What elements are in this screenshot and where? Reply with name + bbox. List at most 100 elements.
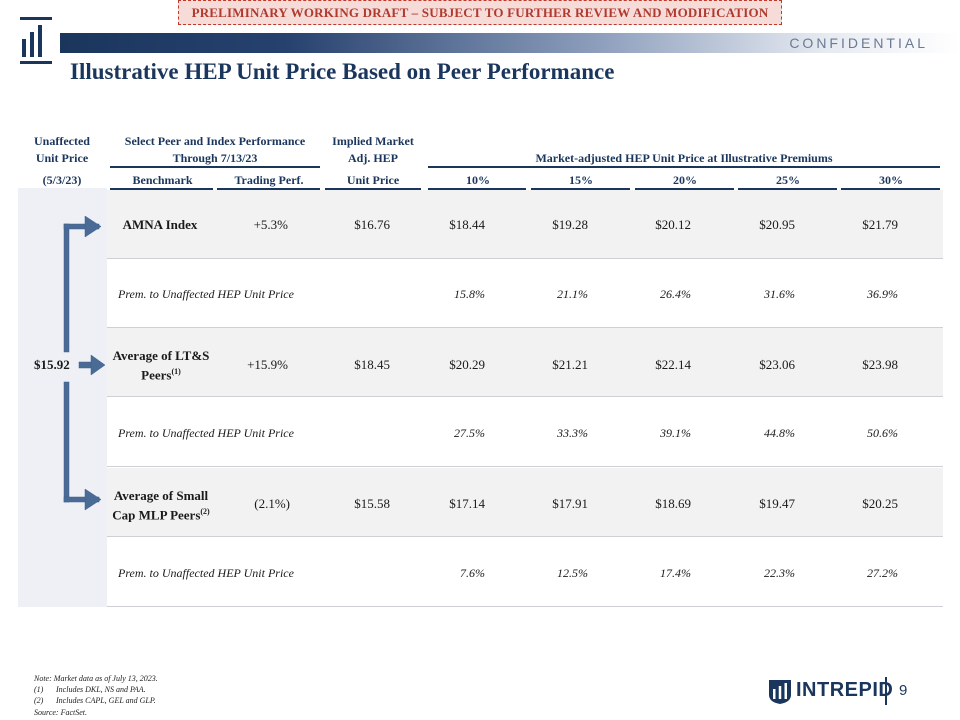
unaffected-price: $15.92 xyxy=(34,357,70,372)
header-underline xyxy=(428,166,940,168)
header-premium-10: 10% xyxy=(466,173,490,187)
header-implied-2: Adj. HEP xyxy=(347,151,398,165)
footnotes: Note: Market data as of July 13, 2023. (… xyxy=(34,673,158,718)
premium-value: $20.95 xyxy=(759,217,795,232)
intrepid-logo-icon xyxy=(20,17,52,64)
header-underline xyxy=(428,188,526,190)
header-implied-1: Implied Market xyxy=(332,134,414,148)
header-underline xyxy=(738,188,837,190)
header-premium-30: 30% xyxy=(879,173,903,187)
header-underline xyxy=(635,188,734,190)
header-underline xyxy=(325,188,421,190)
premium-pct: 26.4% xyxy=(660,287,691,301)
premium-value: $23.06 xyxy=(759,357,795,372)
page-number: 9 xyxy=(899,682,908,699)
premium-row-label: Prem. to Unaffected HEP Unit Price xyxy=(118,426,294,440)
premium-value: $18.44 xyxy=(449,217,485,232)
draft-banner: PRELIMINARY WORKING DRAFT – SUBJECT TO F… xyxy=(178,0,782,25)
header-underline xyxy=(531,188,630,190)
footnote-source: Source: FactSet. xyxy=(34,707,88,717)
table-row xyxy=(107,259,943,328)
footnote-ref: (1) xyxy=(171,367,181,376)
footnote-ref: (2) xyxy=(200,507,210,516)
premium-row-label: Prem. to Unaffected HEP Unit Price xyxy=(118,566,294,580)
footnote-text: Includes DKL, NS and PAA. xyxy=(56,685,146,695)
header-peer-2: Through 7/13/23 xyxy=(172,151,258,165)
trading-perf: +5.3% xyxy=(253,217,288,232)
premium-pct: 50.6% xyxy=(867,426,898,440)
implied-price: $15.58 xyxy=(354,496,390,511)
premium-pct: 21.1% xyxy=(557,287,588,301)
header-market-adjusted: Market-adjusted HEP Unit Price at Illust… xyxy=(535,151,833,165)
confidential-label: CONFIDENTIAL xyxy=(789,35,928,51)
premium-pct: 33.3% xyxy=(557,426,588,440)
header-underline xyxy=(110,166,320,168)
premium-value: $23.98 xyxy=(862,357,898,372)
page-title: Illustrative HEP Unit Price Based on Pee… xyxy=(70,59,615,84)
brand-divider xyxy=(885,677,887,705)
premium-value: $20.29 xyxy=(449,357,485,372)
benchmark-lts-peers: Average of LT&S Peers(1) xyxy=(110,348,212,383)
footnote-1: (1) Includes DKL, NS and PAA. xyxy=(34,684,158,695)
header-unaffected-1: Unaffected xyxy=(34,134,90,148)
header-unaffected-3: (5/3/23) xyxy=(42,173,82,187)
premium-pct: 39.1% xyxy=(660,426,691,440)
footnote-text: Includes CAPL, GEL and GLP. xyxy=(56,696,156,706)
premium-pct: 31.6% xyxy=(764,287,795,301)
intrepid-shield-icon xyxy=(769,680,791,704)
premium-value: $22.14 xyxy=(655,357,691,372)
header-premium-20: 20% xyxy=(673,173,697,187)
premium-pct: 27.2% xyxy=(867,566,898,580)
premium-pct: 12.5% xyxy=(557,566,588,580)
table-row xyxy=(107,538,943,607)
premium-value: $20.25 xyxy=(862,496,898,511)
header-unaffected-2: Unit Price xyxy=(35,151,89,165)
header-implied-3: Unit Price xyxy=(346,173,400,187)
header-trading-perf: Trading Perf. xyxy=(234,173,304,187)
header-underline xyxy=(110,188,213,190)
premium-value: $21.79 xyxy=(862,217,898,232)
premium-pct: 7.6% xyxy=(460,566,485,580)
premium-pct: 36.9% xyxy=(867,287,898,301)
footnote-number: (1) xyxy=(34,685,44,695)
premium-pct: 17.4% xyxy=(660,566,691,580)
benchmark-small-cap-peers: Average of Small Cap MLP Peers(2) xyxy=(110,488,212,523)
header-premium-25: 25% xyxy=(776,173,800,187)
premium-value: $19.47 xyxy=(759,496,795,511)
table-row xyxy=(107,468,943,537)
table-row xyxy=(107,190,943,259)
premium-pct: 44.8% xyxy=(764,426,795,440)
premium-pct: 27.5% xyxy=(454,426,485,440)
benchmark-line2: Peers xyxy=(141,367,172,383)
premium-row-label: Prem. to Unaffected HEP Unit Price xyxy=(118,287,294,301)
table-row xyxy=(107,328,943,397)
header-underline xyxy=(841,188,940,190)
header-premium-15: 15% xyxy=(569,173,593,187)
trading-perf: (2.1%) xyxy=(254,496,290,511)
header-underline xyxy=(217,188,320,190)
benchmark-line2: Cap MLP Peers xyxy=(112,507,201,523)
premium-value: $17.91 xyxy=(552,496,588,511)
benchmark-line1: Average of LT&S xyxy=(112,348,210,363)
premium-value: $20.12 xyxy=(655,217,691,232)
implied-price: $16.76 xyxy=(354,217,390,232)
premium-pct: 22.3% xyxy=(764,566,795,580)
bracket-arrows-icon xyxy=(63,215,106,511)
header-bar xyxy=(60,33,960,53)
footnote-number: (2) xyxy=(34,696,44,706)
table-row xyxy=(107,398,943,467)
benchmark-line1: Average of Small xyxy=(113,488,209,503)
premium-pct: 15.8% xyxy=(454,287,485,301)
unaffected-band xyxy=(18,188,107,607)
benchmark-amna: AMNA Index xyxy=(122,217,198,232)
implied-price: $18.45 xyxy=(354,357,390,372)
trading-perf: +15.9% xyxy=(247,357,288,372)
header-peer-1: Select Peer and Index Performance xyxy=(124,134,306,148)
footnote-2: (2) Includes CAPL, GEL and GLP. xyxy=(34,695,158,706)
premium-value: $18.69 xyxy=(655,496,691,511)
footnote-note: Note: Market data as of July 13, 2023. xyxy=(34,674,158,683)
premium-value: $17.14 xyxy=(449,496,485,511)
premium-value: $19.28 xyxy=(552,217,588,232)
premium-value: $21.21 xyxy=(552,357,588,372)
header-benchmark: Benchmark xyxy=(132,173,193,187)
